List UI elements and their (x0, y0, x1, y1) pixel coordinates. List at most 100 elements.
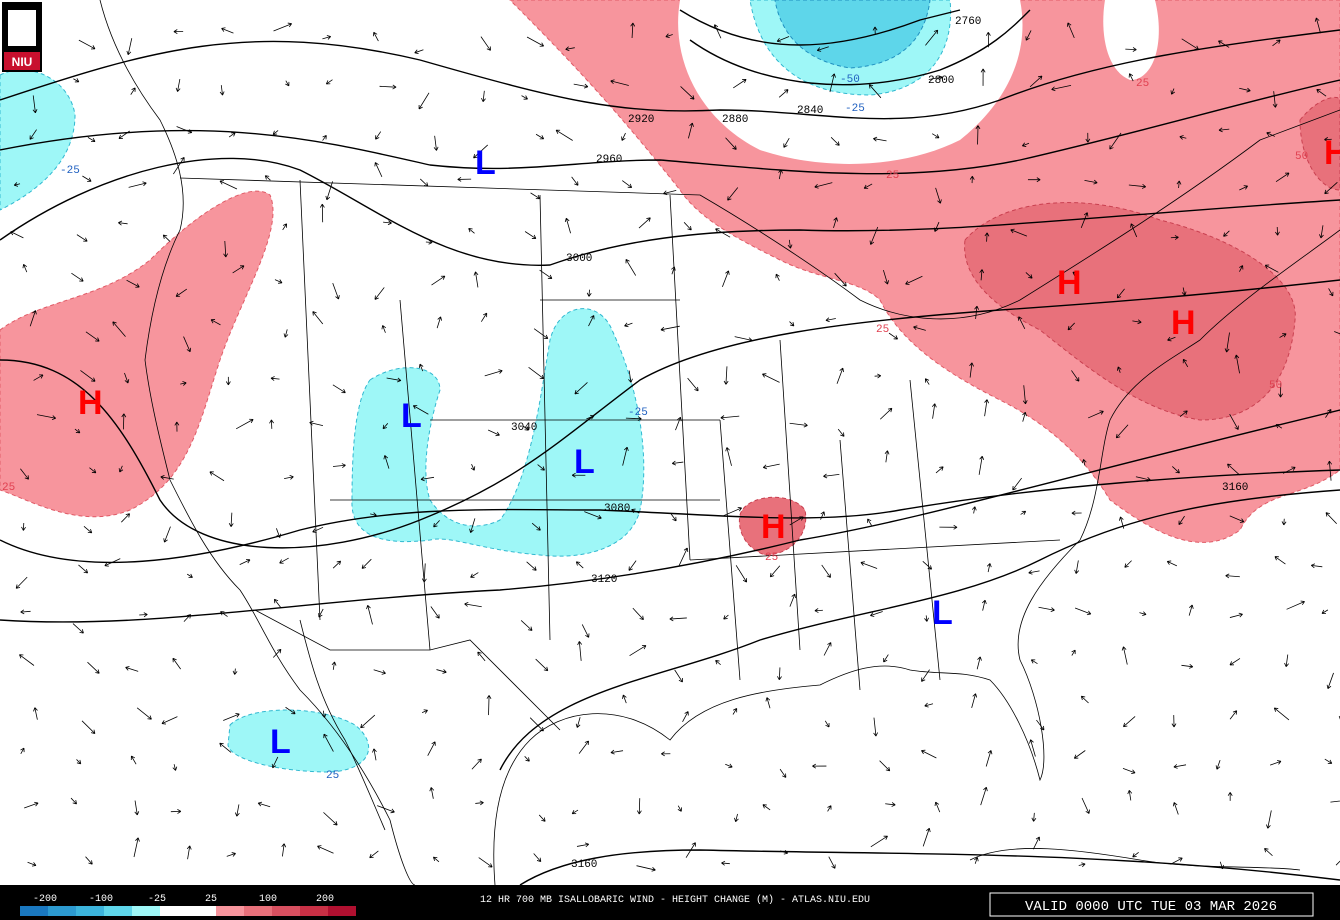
wind-arrow (1116, 366, 1122, 373)
wind-arrow (538, 814, 546, 822)
legend-swatch (216, 906, 244, 916)
wind-arrow (1166, 560, 1178, 567)
wind-arrow (762, 804, 771, 811)
wind-arrow (931, 403, 937, 419)
wind-arrow (312, 311, 324, 325)
wind-arrow (76, 759, 82, 765)
wind-arrow (170, 809, 182, 814)
wind-arrow (87, 661, 100, 674)
wind-arrow (575, 717, 581, 728)
wind-arrow (1031, 812, 1037, 822)
wind-arrow (1125, 47, 1137, 52)
wind-arrow (1239, 265, 1244, 272)
wind-arrow (535, 658, 549, 672)
wind-arrow (486, 695, 492, 716)
wind-arrow (176, 126, 193, 134)
wind-arrow (1223, 230, 1230, 237)
wind-arrow (1027, 177, 1041, 183)
wind-arrow (783, 137, 790, 148)
wind-arrow (984, 232, 990, 242)
wind-arrow (789, 422, 808, 428)
wind-arrow (374, 162, 383, 178)
wind-arrow (584, 511, 602, 520)
wind-arrow (383, 455, 390, 469)
contour (0, 29, 1340, 120)
wind-arrow (935, 466, 944, 474)
wind-arrow (1025, 272, 1033, 279)
wind-arrow (420, 476, 435, 482)
wind-arrow (481, 90, 486, 102)
wind-arrow (223, 240, 229, 258)
wind-arrow (274, 279, 283, 284)
wind-arrow (1278, 382, 1283, 398)
wind-arrow (535, 133, 545, 140)
wind-arrow (1335, 860, 1340, 866)
wind-arrow (1109, 132, 1122, 150)
wind-arrow (487, 429, 500, 437)
wind-arrow (473, 271, 479, 288)
wind-arrow (1266, 810, 1272, 829)
wind-arrow (974, 305, 980, 319)
wind-arrow (332, 384, 346, 394)
wind-arrow (971, 693, 978, 708)
wind-arrow (789, 593, 796, 607)
wind-arrow (464, 602, 482, 608)
low-center: L (932, 594, 953, 632)
wind-arrow (134, 800, 140, 816)
coastline (99, 0, 416, 886)
wind-arrow (1130, 223, 1138, 238)
wind-arrow (625, 259, 637, 276)
wind-arrow (80, 370, 96, 382)
wind-arrow (118, 220, 128, 226)
wind-arrow (1218, 40, 1230, 48)
wind-arrow (1229, 612, 1243, 618)
wind-arrow (1319, 225, 1324, 239)
wind-arrow (1229, 413, 1239, 430)
wind-arrow (1028, 569, 1040, 575)
wind-arrow (220, 611, 228, 617)
wind-arrow (1181, 664, 1194, 669)
wind-arrow (531, 522, 541, 531)
wind-arrow (1188, 604, 1194, 616)
wind-arrow (130, 87, 136, 95)
wind-arrow (924, 378, 930, 385)
wind-arrow (985, 750, 993, 767)
wind-arrow (780, 849, 789, 855)
fall-area (227, 709, 370, 773)
contour-label: 3160 (1222, 482, 1248, 494)
wind-arrow (1132, 319, 1142, 325)
fall-area (0, 69, 76, 211)
wind-arrow (628, 370, 633, 383)
wind-arrow (321, 710, 327, 718)
wind-arrow (778, 89, 789, 98)
contour (679, 9, 961, 46)
wind-arrow (833, 217, 838, 229)
wind-arrow (1128, 73, 1134, 82)
wind-arrow (922, 560, 933, 570)
wind-arrow (1171, 715, 1177, 728)
wind-arrow (539, 269, 553, 279)
border (254, 609, 561, 731)
wind-arrow (1227, 792, 1233, 801)
wind-arrow (74, 428, 81, 434)
wind-arrow (1071, 649, 1076, 656)
wind-arrow (1032, 836, 1041, 850)
wind-arrow (564, 217, 571, 234)
low-center: L (574, 443, 595, 481)
wind-arrow (779, 768, 787, 778)
wind-arrow (36, 414, 57, 420)
wind-arrow (1018, 316, 1026, 330)
logo-text: NIU (12, 55, 33, 69)
wind-arrow (383, 220, 392, 226)
legend-swatch (48, 906, 76, 916)
wind-arrow (1118, 516, 1125, 529)
wind-arrow (1182, 358, 1189, 368)
wind-arrow (921, 669, 930, 682)
wind-arrow (1036, 719, 1045, 731)
wind-arrow (386, 377, 402, 383)
wind-arrow (183, 336, 192, 353)
contour (0, 469, 1340, 564)
wind-arrow (522, 425, 529, 431)
wind-arrow (885, 802, 896, 807)
wind-arrow (775, 273, 780, 281)
